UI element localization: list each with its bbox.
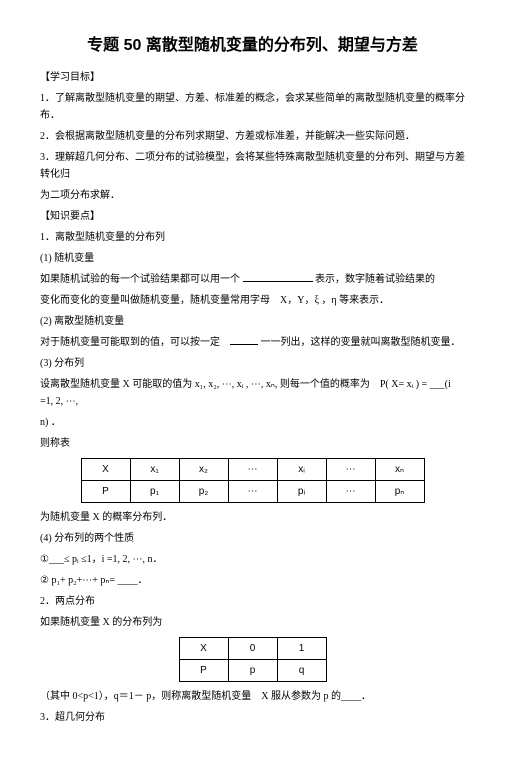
- t2-r2: q: [277, 660, 326, 682]
- t1-r1: p₁: [130, 481, 179, 503]
- distribution-table: X x₁ x₂ ⋯ xᵢ ⋯ xₙ P p₁ p₂ ⋯ pᵢ ⋯ pₙ: [81, 458, 425, 503]
- k1-4-label: (4) 分布列的两个性质: [40, 530, 465, 547]
- t1-h6: xₙ: [375, 459, 424, 481]
- t2-h1: 0: [228, 638, 277, 660]
- k1-1-line2-a: 变化而变化的变量叫做随机变量，随机变量常用字母: [40, 295, 270, 306]
- t1-h1: x₁: [130, 459, 179, 481]
- k1-heading: 1．离散型随机变量的分布列: [40, 229, 465, 246]
- goal-1: 1．了解离散型随机变量的期望、方差、标准差的概念，会求某些简单的离散型随机变量的…: [40, 90, 465, 124]
- t1-h5: ⋯: [326, 459, 375, 481]
- blank: [243, 281, 313, 282]
- k1-4-line2: ② p₁+ p₂+⋯+ pₙ= ____．: [40, 572, 465, 589]
- k1-2-line: 对于随机变量可能取到的值，可以按一定 一一列出，这样的变量就叫离散型随机变量．: [40, 334, 465, 351]
- t2-r0: P: [179, 660, 228, 682]
- k1-3-line1-a: 设离散型随机变量 X 可能取的值为 x₁, x₂, ⋯, xᵢ , ⋯, xₙ,…: [40, 379, 370, 390]
- t2-h2: 1: [277, 638, 326, 660]
- k1-1-label: (1) 随机变量: [40, 250, 465, 267]
- t1-r5: ⋯: [326, 481, 375, 503]
- t1-h3: ⋯: [228, 459, 277, 481]
- k2-line1: 如果随机变量 X 的分布列为: [40, 614, 465, 631]
- t1-r2: p₂: [179, 481, 228, 503]
- goal-3b: 为二项分布求解．: [40, 187, 465, 204]
- k2-line2: （其中 0<p<1），q＝1－ p，则称离散型随机变量 X 服从参数为 p 的_…: [40, 688, 465, 705]
- t1-h0: X: [81, 459, 130, 481]
- k1-3-line1: 设离散型随机变量 X 可能取的值为 x₁, x₂, ⋯, xᵢ , ⋯, xₙ,…: [40, 376, 465, 410]
- k1-3-line1c: n) ．: [40, 414, 465, 431]
- k1-1-line2-b: X，Y，ξ ，η 等来表示．: [280, 295, 389, 306]
- t1-r6: pₙ: [375, 481, 424, 503]
- k1-3-after: 为随机变量 X 的概率分布列．: [40, 509, 465, 526]
- knowledge-label: 【知识要点】: [40, 208, 465, 225]
- t1-h4: xᵢ: [277, 459, 326, 481]
- t1-r0: P: [81, 481, 130, 503]
- k2-line2-a: （其中 0<p<1），q＝1－ p，则称离散型随机变量: [40, 691, 251, 702]
- t1-r3: ⋯: [228, 481, 277, 503]
- t2-r1: p: [228, 660, 277, 682]
- k2-heading: 2．两点分布: [40, 593, 465, 610]
- k3-heading: 3．超几何分布: [40, 709, 465, 726]
- k1-3-line2: 则称表: [40, 435, 465, 452]
- study-goals-label: 【学习目标】: [40, 69, 465, 86]
- k1-1-line2: 变化而变化的变量叫做随机变量，随机变量常用字母 X，Y，ξ ，η 等来表示．: [40, 292, 465, 309]
- k1-1-line1-a: 如果随机试验的每一个试验结果都可以用一个: [40, 274, 240, 285]
- blank: [230, 344, 258, 345]
- k1-2-line-a: 对于随机变量可能取到的值，可以按一定: [40, 337, 220, 348]
- t2-h0: X: [179, 638, 228, 660]
- k2-line2-b: X 服从参数为 p 的____．: [261, 691, 371, 702]
- t1-r4: pᵢ: [277, 481, 326, 503]
- two-point-table: X 0 1 P p q: [179, 637, 327, 682]
- k1-1-line1: 如果随机试验的每一个试验结果都可以用一个 表示，数字随着试验结果的: [40, 271, 465, 288]
- goal-2: 2．会根据离散型随机变量的分布列求期望、方差或标准差，并能解决一些实际问题．: [40, 128, 465, 145]
- goal-3a: 3．理解超几何分布、二项分布的试验模型，会将某些特殊离散型随机变量的分布列、期望…: [40, 149, 465, 183]
- k1-4-line1: ①___≤ pᵢ ≤1，i =1, 2, ⋯, n．: [40, 551, 465, 568]
- page-title: 专题 50 离散型随机变量的分布列、期望与方差: [40, 32, 465, 59]
- k1-2-line-b: 一一列出，这样的变量就叫离散型随机变量．: [261, 337, 461, 348]
- k1-2-label: (2) 离散型随机变量: [40, 313, 465, 330]
- t1-h2: x₂: [179, 459, 228, 481]
- k1-3-label: (3) 分布列: [40, 355, 465, 372]
- k1-1-line1-b: 表示，数字随着试验结果的: [315, 274, 435, 285]
